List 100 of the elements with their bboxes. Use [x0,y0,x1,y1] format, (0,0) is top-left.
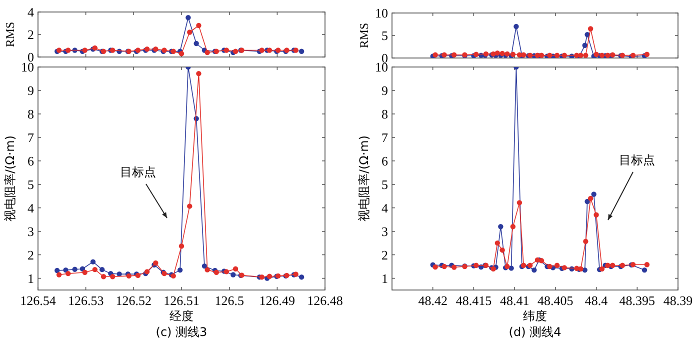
point [516,200,522,206]
point [266,274,272,279]
x-tick-label: 48.4 [584,293,608,308]
text: (d) 测线4 [508,325,562,339]
point [230,272,236,278]
y-axis-title: RMS [3,22,17,48]
x-tick-label: 48.41 [500,293,530,308]
y-tick-label: 9 [382,82,388,98]
point [588,196,594,202]
y-tick-label: 10 [375,6,388,20]
point [232,48,238,54]
y-tick-label: 3 [382,224,388,239]
annotation: 目标点 [619,153,655,167]
point [494,240,500,246]
y-tick-label: 5 [382,176,388,192]
point [298,274,304,280]
y-tick-label: 9 [28,82,34,98]
point [90,259,96,264]
point [187,204,192,209]
point [259,48,264,53]
x-tick-label: 126.5 [214,293,244,308]
point [204,267,210,272]
point [591,192,596,197]
point [452,52,457,58]
point [510,224,516,230]
point [432,264,438,270]
point [498,224,504,230]
point [224,269,230,274]
point [187,30,192,35]
x-tick-label: 48.415 [456,293,492,308]
point [594,212,599,218]
y-axis-title: RMS [357,22,371,48]
point [196,22,202,28]
y-tick-label: 3 [28,224,34,239]
x-tick-label: 126.53 [68,293,104,308]
y-tick-label: 7 [28,130,34,145]
point [508,266,514,271]
point [547,52,552,58]
point [266,48,272,53]
point [432,52,438,58]
y-tick-label: 5 [382,28,388,43]
point [442,52,447,58]
x-tick-label: 48.39 [663,293,693,308]
point [54,268,60,274]
y-tick-label: 7 [382,130,388,145]
point [204,50,210,56]
point [547,264,552,270]
point [259,274,264,280]
x-tick-label: 126.51 [164,293,200,308]
y-tick-label: 2 [28,27,34,42]
point [72,266,78,272]
point [100,274,106,280]
point [562,52,568,58]
point [583,238,588,244]
point [584,198,590,204]
y-tick-label: 5 [28,176,34,192]
point [514,24,519,30]
annotation: 目标点 [120,165,156,179]
point [582,42,588,48]
point [80,266,86,272]
point [605,262,610,268]
point [56,272,62,278]
point [642,267,648,273]
point [532,267,537,273]
x-axis-title: 纬度 [523,309,547,323]
point [99,266,105,272]
point [232,266,238,272]
point [588,26,594,32]
point [644,262,650,268]
point [202,263,208,269]
y-tick-label: 2 [382,247,388,262]
y-tick-label: 4 [28,200,34,216]
point [583,52,588,58]
y-tick-label: 2 [28,247,34,262]
point [82,48,88,53]
point [224,48,230,53]
y-tick-label: 6 [382,153,388,168]
x-tick-label: 126.52 [116,293,152,308]
point [92,266,98,272]
point [66,48,71,53]
y-axis-title: 视电阻率/(Ω·m) [357,135,371,222]
y-axis-title: 视电阻率/(Ω·m) [3,135,17,222]
y-tick-label: 8 [28,106,34,122]
y-tick-label: 6 [28,153,34,168]
point [82,270,88,275]
point [500,247,505,253]
point [442,264,447,270]
x-tick-label: 126.49 [259,293,296,308]
point [186,15,191,20]
point [194,40,199,46]
point [644,52,650,57]
point [452,264,457,270]
point [582,267,588,273]
y-tick-label: 4 [28,4,34,20]
x-tick-label: 48.405 [538,293,574,308]
point [605,52,610,58]
x-tick-label: 126.48 [307,293,343,308]
point [177,267,183,273]
point [594,52,599,57]
point [554,52,560,58]
